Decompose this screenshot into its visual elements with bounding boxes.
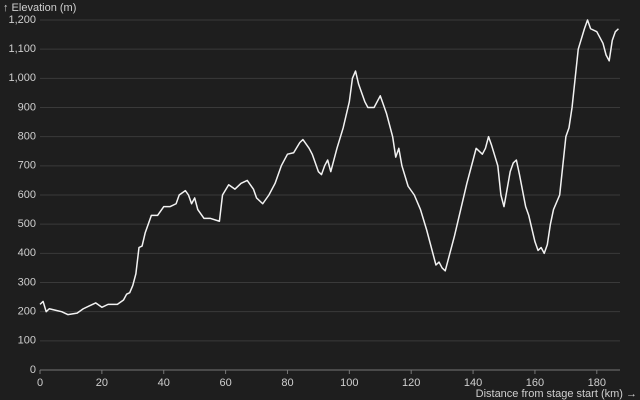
x-tick-label: 160 — [526, 377, 544, 389]
y-tick-label: 0 — [30, 364, 36, 376]
x-tick-label: 180 — [588, 377, 606, 389]
x-tick-label: 0 — [37, 377, 43, 389]
y-tick-label: 200 — [18, 306, 36, 318]
y-tick-label: 1,100 — [8, 43, 36, 55]
x-tick-label: 120 — [402, 377, 420, 389]
x-tick-label: 40 — [158, 377, 170, 389]
y-tick-label: 600 — [18, 189, 36, 201]
x-tick-label: 20 — [96, 377, 108, 389]
y-tick-label: 800 — [18, 131, 36, 143]
x-tick-label: 80 — [281, 377, 293, 389]
y-tick-label: 100 — [18, 335, 36, 347]
x-axis-label: Distance from stage start (km) → — [476, 388, 637, 400]
x-tick-label: 100 — [340, 377, 358, 389]
x-tick-label: 60 — [219, 377, 231, 389]
y-tick-label: 400 — [18, 247, 36, 259]
y-tick-label: 700 — [18, 160, 36, 172]
x-tick-label: 140 — [464, 377, 482, 389]
y-tick-label: 1,200 — [8, 14, 36, 26]
y-axis-label: ↑ Elevation (m) — [3, 2, 76, 14]
y-tick-label: 300 — [18, 276, 36, 288]
y-tick-label: 1,000 — [8, 72, 36, 84]
y-tick-label: 500 — [18, 218, 36, 230]
elevation-line — [39, 19, 619, 316]
y-tick-label: 900 — [18, 101, 36, 113]
